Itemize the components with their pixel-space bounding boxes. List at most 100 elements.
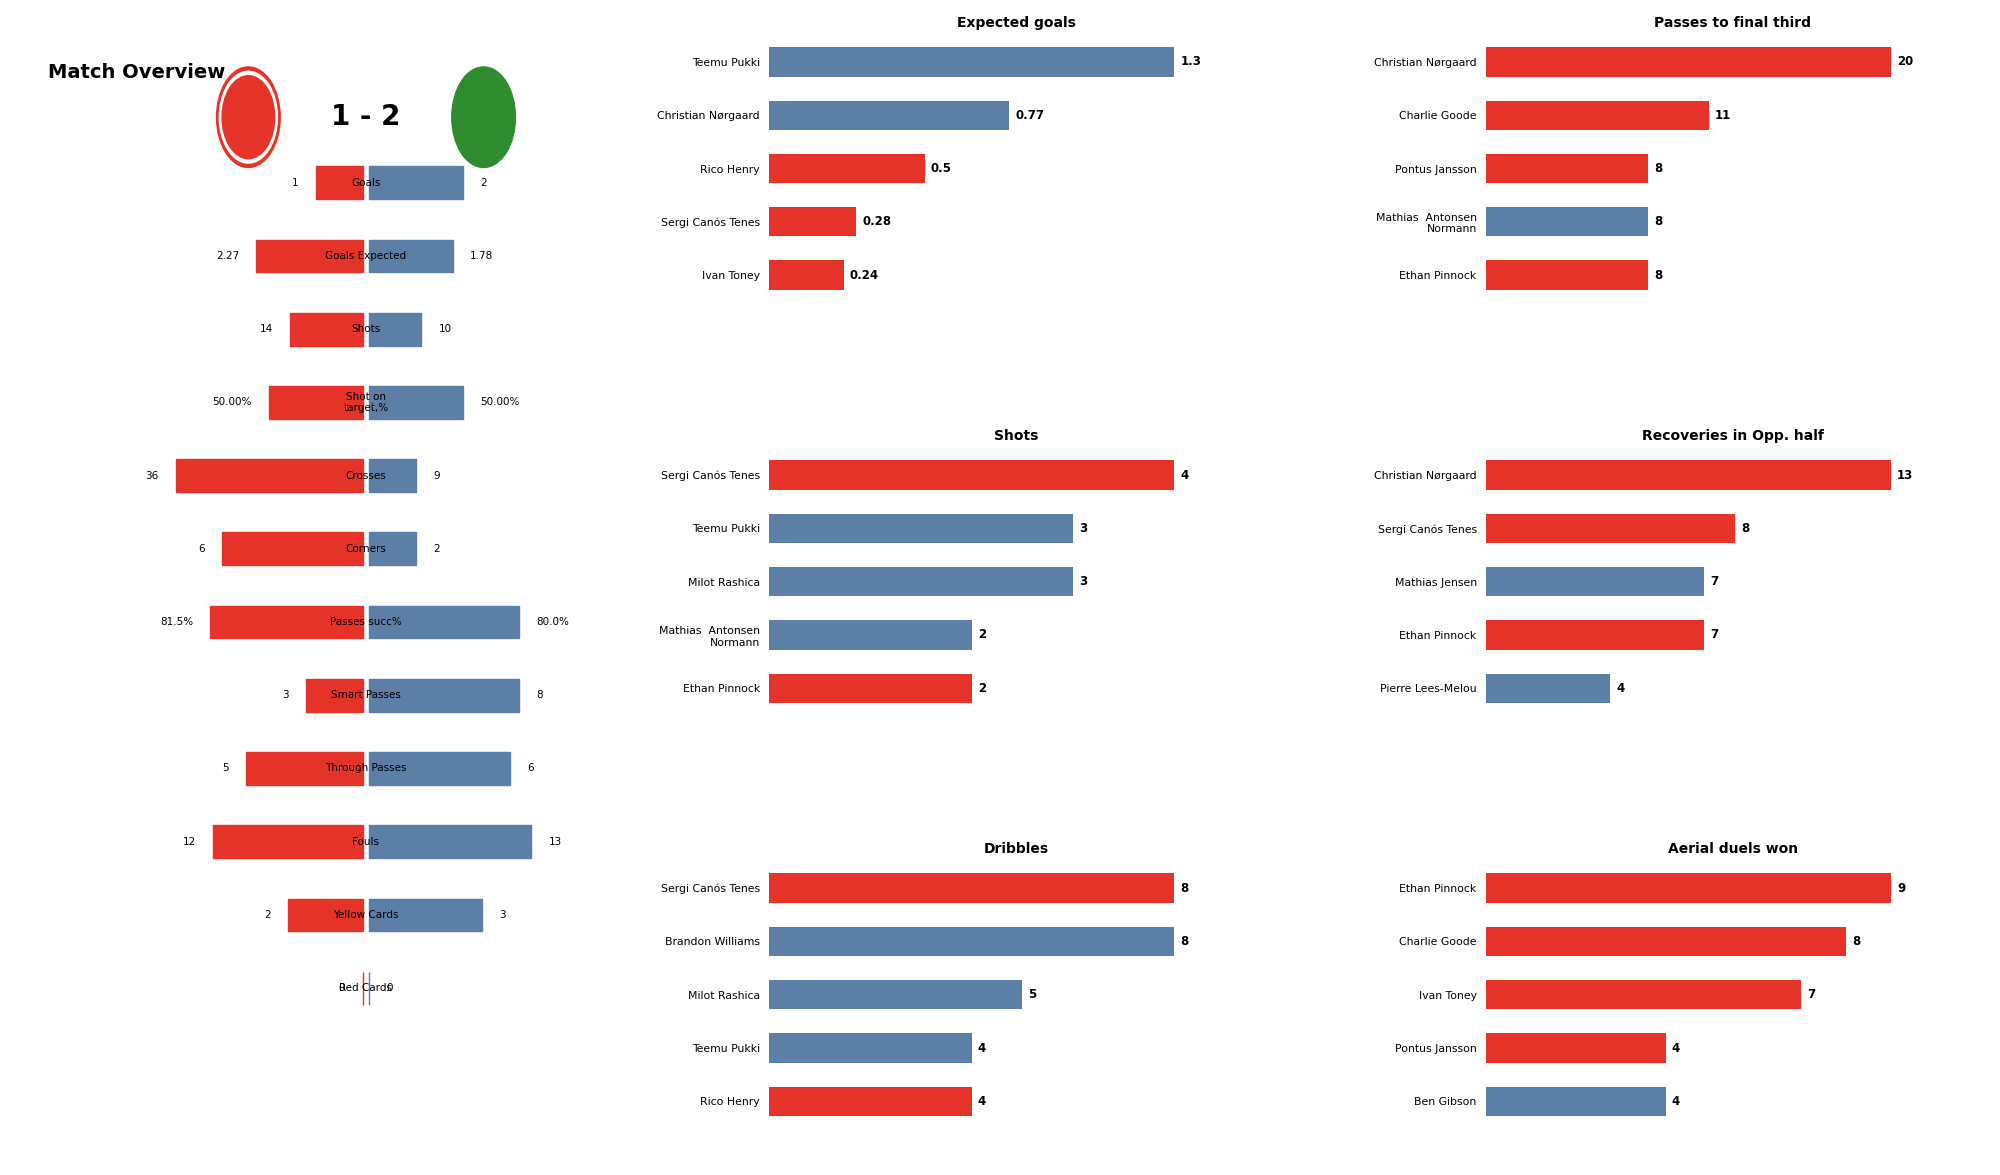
Text: Goals Expected: Goals Expected <box>326 251 406 261</box>
Text: Smart Passes: Smart Passes <box>332 690 400 700</box>
FancyBboxPatch shape <box>370 605 518 638</box>
Title: Aerial duels won: Aerial duels won <box>1668 842 1798 857</box>
Bar <box>1486 261 1648 290</box>
Text: 3: 3 <box>1078 575 1088 589</box>
Bar <box>770 461 1174 490</box>
Bar <box>770 261 844 290</box>
Text: 8: 8 <box>1654 269 1662 282</box>
FancyBboxPatch shape <box>316 167 362 199</box>
Bar <box>1486 673 1610 703</box>
Text: 5: 5 <box>222 764 228 773</box>
Text: Corners: Corners <box>346 544 386 553</box>
Text: 2: 2 <box>264 909 270 920</box>
Text: 8: 8 <box>1180 881 1188 894</box>
Text: 80.0%: 80.0% <box>536 617 570 627</box>
Text: 8: 8 <box>1654 162 1662 175</box>
Circle shape <box>220 72 278 163</box>
Bar <box>1486 1033 1666 1062</box>
Text: Fouls: Fouls <box>352 837 380 847</box>
Text: 12: 12 <box>182 837 196 847</box>
Text: 7: 7 <box>1710 575 1718 589</box>
Text: 13: 13 <box>1896 469 1914 482</box>
Bar <box>1486 513 1736 543</box>
Text: 9: 9 <box>434 471 440 481</box>
FancyBboxPatch shape <box>370 899 482 932</box>
Bar <box>1486 927 1846 956</box>
Circle shape <box>216 67 280 168</box>
FancyBboxPatch shape <box>370 825 532 858</box>
Title: Expected goals: Expected goals <box>956 16 1076 29</box>
FancyBboxPatch shape <box>176 459 362 492</box>
FancyBboxPatch shape <box>370 752 510 785</box>
Text: 1 - 2: 1 - 2 <box>332 103 400 132</box>
Bar <box>770 1087 972 1116</box>
Text: 8: 8 <box>1852 935 1860 948</box>
FancyBboxPatch shape <box>370 240 452 273</box>
Text: Passes succ%: Passes succ% <box>330 617 402 627</box>
Text: 36: 36 <box>146 471 158 481</box>
Bar <box>770 927 1174 956</box>
Bar <box>1486 47 1890 76</box>
Text: 6: 6 <box>526 764 534 773</box>
Text: 4: 4 <box>978 1095 986 1108</box>
Text: Shot on
target,%: Shot on target,% <box>344 391 388 414</box>
FancyBboxPatch shape <box>370 459 416 492</box>
Bar <box>770 154 924 183</box>
Text: Shots: Shots <box>352 324 380 334</box>
Text: 81.5%: 81.5% <box>160 617 192 627</box>
Bar <box>1486 154 1648 183</box>
Text: 6: 6 <box>198 544 206 553</box>
Bar <box>1486 207 1648 236</box>
Text: 1.78: 1.78 <box>470 251 494 261</box>
Text: 2.27: 2.27 <box>216 251 240 261</box>
Text: 20: 20 <box>1896 55 1914 68</box>
Text: Yellow Cards: Yellow Cards <box>334 909 398 920</box>
Bar <box>770 620 972 650</box>
Text: 14: 14 <box>260 324 272 334</box>
Text: Red Cards: Red Cards <box>340 983 392 993</box>
Text: 0: 0 <box>386 983 394 993</box>
Text: 4: 4 <box>1672 1041 1680 1054</box>
FancyBboxPatch shape <box>370 167 462 199</box>
Bar <box>1486 101 1708 130</box>
Bar <box>770 47 1174 76</box>
FancyBboxPatch shape <box>214 825 362 858</box>
FancyBboxPatch shape <box>246 752 362 785</box>
Text: 8: 8 <box>1180 935 1188 948</box>
Text: 11: 11 <box>1714 109 1730 122</box>
FancyBboxPatch shape <box>370 387 462 418</box>
Text: 50.00%: 50.00% <box>480 397 520 408</box>
FancyBboxPatch shape <box>210 605 362 638</box>
Title: Shots: Shots <box>994 429 1038 443</box>
Text: 50.00%: 50.00% <box>212 397 252 408</box>
FancyBboxPatch shape <box>370 532 416 565</box>
Text: 10: 10 <box>438 324 452 334</box>
Bar <box>770 207 856 236</box>
Bar <box>1486 873 1890 902</box>
Bar <box>770 568 1072 596</box>
Bar <box>1486 980 1800 1009</box>
Bar <box>770 101 1010 130</box>
FancyBboxPatch shape <box>222 532 362 565</box>
Bar <box>1486 620 1704 650</box>
Bar <box>770 873 1174 902</box>
Text: 2: 2 <box>978 682 986 694</box>
Text: 8: 8 <box>536 690 542 700</box>
Title: Dribbles: Dribbles <box>984 842 1048 857</box>
Text: 0.28: 0.28 <box>862 215 892 228</box>
Text: 9: 9 <box>1896 881 1906 894</box>
Text: 0.24: 0.24 <box>850 269 880 282</box>
Circle shape <box>222 75 274 159</box>
Title: Recoveries in Opp. half: Recoveries in Opp. half <box>1642 429 1824 443</box>
Bar <box>1486 461 1890 490</box>
Text: 3: 3 <box>1078 522 1088 535</box>
Text: 2: 2 <box>434 544 440 553</box>
Text: Crosses: Crosses <box>346 471 386 481</box>
Text: 4: 4 <box>1616 682 1624 694</box>
Text: 4: 4 <box>1180 469 1188 482</box>
Text: Goals: Goals <box>352 177 380 188</box>
Bar <box>1486 568 1704 596</box>
Text: 4: 4 <box>978 1041 986 1054</box>
Text: 7: 7 <box>1710 629 1718 642</box>
Bar <box>770 1033 972 1062</box>
